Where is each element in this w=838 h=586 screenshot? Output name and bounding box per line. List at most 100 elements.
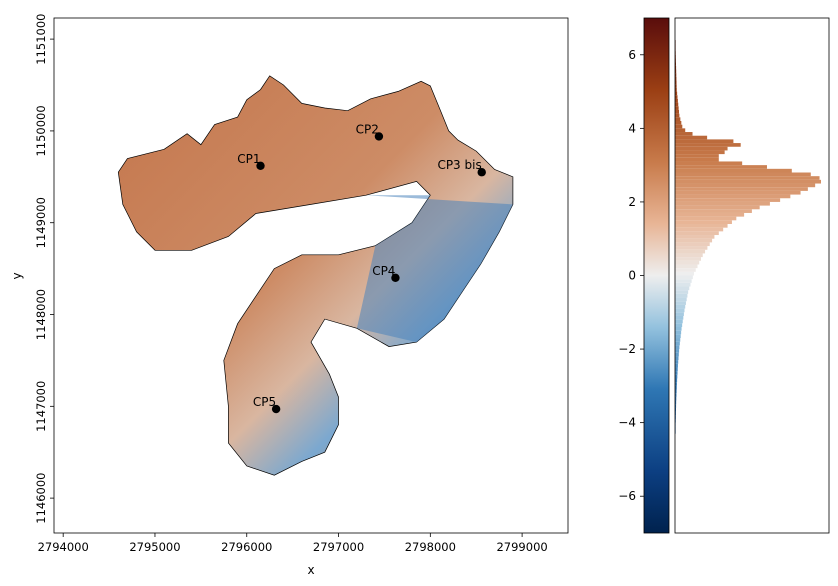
control-point: CP5	[253, 395, 281, 414]
control-point-marker	[374, 132, 384, 141]
colorbar-gradient	[643, 17, 670, 534]
histogram-bar	[675, 227, 724, 232]
histogram-bar	[675, 260, 700, 265]
histogram-bar	[675, 62, 676, 66]
histogram-bar	[675, 150, 725, 155]
y-tick-label: 1150000	[34, 105, 48, 156]
histogram-bar	[675, 128, 686, 133]
histogram-bar	[675, 382, 677, 386]
histogram-bar	[675, 212, 745, 217]
colorbar-tick-label: 2	[628, 195, 636, 209]
histogram-bar	[675, 286, 690, 291]
control-point-label: CP1	[237, 152, 260, 166]
histogram-bar	[675, 65, 677, 70]
histogram-bar	[675, 297, 687, 302]
histogram-bar	[675, 106, 679, 110]
histogram-bar	[675, 238, 713, 243]
histogram-bar	[675, 404, 677, 408]
histogram-bar	[675, 411, 676, 416]
y-axis-ticks: 1146000 1147000 1148000 1149000 1150000 11510…	[34, 14, 54, 524]
histogram-bar	[675, 363, 678, 368]
histogram-bar	[675, 209, 752, 213]
control-point: CP2	[356, 122, 384, 141]
histogram-bar	[675, 157, 719, 162]
histogram-bar	[675, 113, 680, 118]
histogram-bar	[675, 349, 680, 353]
histogram-bar	[675, 304, 686, 309]
histogram-bar	[675, 378, 678, 383]
x-axis-ticks: 2794000 2795000 2796000 2797000 2798000 27990…	[38, 533, 548, 554]
histogram-bars	[675, 40, 821, 434]
x-tick-label: 2798000	[405, 540, 456, 554]
histogram-bar	[675, 264, 698, 269]
histogram-bar	[675, 407, 676, 412]
histogram-bar	[675, 154, 719, 158]
colorbar-tick-label: 4	[628, 121, 636, 135]
histogram-bar	[675, 330, 682, 335]
histogram-bar	[675, 69, 677, 74]
histogram-bar	[675, 308, 685, 313]
control-point: CP4	[372, 264, 400, 282]
histogram-bar	[675, 315, 684, 320]
histogram-bar	[675, 176, 820, 180]
x-tick-label: 2795000	[129, 540, 180, 554]
histogram-bar	[675, 58, 676, 63]
histogram-bar	[675, 198, 781, 202]
x-tick-label: 2794000	[38, 540, 89, 554]
histogram-bar	[675, 253, 703, 258]
histogram-bar	[675, 161, 743, 166]
histogram-bar	[675, 367, 678, 372]
colorbar-tick-label: 0	[628, 269, 636, 283]
histogram-bar	[675, 293, 688, 298]
histogram-bar	[675, 352, 679, 357]
histogram-bar	[675, 389, 677, 394]
histogram-bar	[675, 327, 682, 331]
y-tick-label: 1147000	[34, 381, 48, 432]
colorbar-tick-label: −6	[618, 489, 636, 503]
histogram-bar	[675, 117, 681, 121]
histogram-bar	[675, 385, 677, 390]
histogram-bar	[675, 393, 677, 397]
histogram-bar	[675, 275, 693, 280]
histogram-bar	[675, 168, 792, 173]
histogram-bar	[675, 205, 760, 210]
histogram-bar	[675, 216, 737, 221]
histogram-bar	[675, 319, 683, 324]
histogram-bar	[675, 73, 677, 77]
histogram-bar	[675, 124, 683, 129]
histogram-bar	[675, 231, 719, 236]
histogram-bar	[675, 139, 734, 144]
histogram-bar	[675, 242, 710, 247]
y-tick-label: 1149000	[34, 197, 48, 248]
histogram-bar	[675, 279, 692, 283]
histogram-bar	[675, 187, 808, 191]
histogram-bar	[675, 190, 801, 195]
histogram-bar	[675, 132, 693, 136]
histogram-bar	[675, 356, 679, 361]
histogram-bar	[675, 338, 681, 342]
histogram-bar	[675, 400, 677, 405]
y-tick-label: 1146000	[34, 473, 48, 524]
histogram-bar	[675, 102, 679, 107]
histogram-bar	[675, 374, 678, 379]
control-point-marker	[477, 168, 486, 177]
histogram-frame	[674, 17, 830, 534]
histogram-bar	[675, 360, 679, 364]
x-tick-label: 2797000	[313, 540, 364, 554]
histogram-bar	[675, 249, 706, 254]
control-point-marker	[391, 273, 400, 282]
colorbar-tick-label: 6	[628, 48, 636, 62]
histogram-bar	[675, 194, 791, 199]
histogram-bar	[675, 135, 708, 140]
x-axis-label: x	[307, 563, 314, 577]
histogram-bar	[675, 91, 678, 96]
histogram-bar	[675, 98, 678, 103]
histogram-bar	[675, 179, 821, 184]
histogram-bar	[675, 268, 696, 272]
histogram-bar	[675, 183, 816, 188]
histogram-bar	[675, 76, 677, 81]
histogram-bar	[675, 271, 694, 276]
histogram-bar	[675, 109, 680, 114]
histogram-bar	[675, 80, 677, 85]
